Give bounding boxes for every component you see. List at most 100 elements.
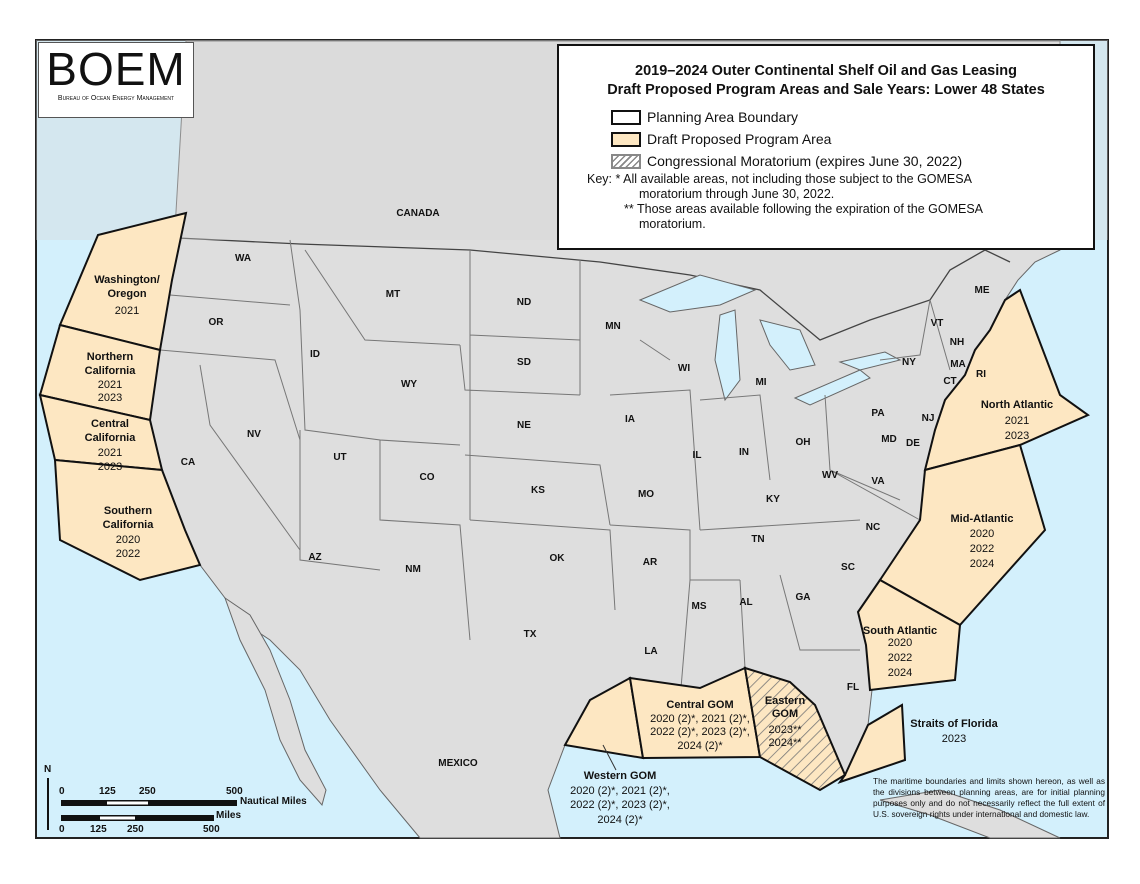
state-label-nv: NV bbox=[247, 429, 261, 440]
nautical-tick: 125 bbox=[99, 786, 116, 797]
miles-tick: 500 bbox=[203, 824, 220, 835]
legend-title: 2019–2024 Outer Continental Shelf Oil an… bbox=[635, 63, 1017, 79]
egom-name: Eastern bbox=[765, 695, 806, 707]
matl-name: Mid-Atlantic bbox=[951, 513, 1014, 525]
wgom-line: 2024 (2)* bbox=[597, 814, 643, 826]
state-label-tx: TX bbox=[524, 629, 537, 640]
satl-year: 2020 bbox=[888, 637, 912, 649]
nautical-tick: 250 bbox=[139, 786, 156, 797]
north-label: N bbox=[44, 764, 52, 775]
legend-label: Congressional Moratorium (expires June 3… bbox=[647, 153, 963, 169]
state-label-md: MD bbox=[881, 434, 897, 445]
nautical-label: Nautical Miles bbox=[240, 796, 307, 807]
state-label-ia: IA bbox=[625, 414, 635, 425]
state-label-ne: NE bbox=[517, 420, 531, 431]
satl-year: 2022 bbox=[888, 652, 912, 664]
scale-bar bbox=[47, 778, 237, 830]
area-eastern-gom bbox=[743, 666, 847, 792]
state-label-tn: TN bbox=[751, 534, 764, 545]
nautical-tick: 500 bbox=[226, 786, 243, 797]
wgom-line: 2022 (2)*, 2023 (2)*, bbox=[570, 799, 670, 811]
miles-tick: 0 bbox=[59, 824, 65, 835]
miles-tick: 250 bbox=[127, 824, 144, 835]
state-label-wa: WA bbox=[235, 253, 251, 264]
state-label-in: IN bbox=[739, 447, 749, 458]
state-label-nh: NH bbox=[950, 337, 964, 348]
state-label-or: OR bbox=[209, 317, 225, 328]
western-gom-leader bbox=[602, 744, 617, 771]
cgom-line: 2020 (2)*, 2021 (2)*, bbox=[650, 713, 750, 725]
state-label-nm: NM bbox=[405, 564, 421, 575]
moratorium-swatch bbox=[611, 153, 641, 169]
legend-label: Planning Area Boundary bbox=[647, 109, 798, 125]
matl-year: 2022 bbox=[970, 543, 994, 555]
state-label-nc: NC bbox=[866, 522, 880, 533]
state-label-oh: OH bbox=[796, 437, 811, 448]
key-line: Key: * All available areas, not includin… bbox=[587, 172, 972, 186]
state-label-co: CO bbox=[420, 472, 435, 483]
straits-year: 2023 bbox=[942, 733, 966, 745]
straits-name: Straits of Florida bbox=[910, 718, 998, 730]
ccal-name2: California bbox=[85, 432, 137, 444]
area-labels: Washington/ Oregon 2021 Northern Califor… bbox=[85, 274, 1054, 826]
state-label-ny: NY bbox=[902, 357, 916, 368]
wa-or-year: 2021 bbox=[115, 305, 139, 317]
legend-item-program-area: Draft Proposed Program Area bbox=[611, 128, 1093, 150]
state-label-de: DE bbox=[906, 438, 920, 449]
state-label-id: ID bbox=[310, 349, 320, 360]
area-straits-of-florida bbox=[837, 703, 907, 784]
logo-subtitle: Bureau of Ocean Energy Management bbox=[57, 95, 175, 102]
cgom-name: Central GOM bbox=[666, 699, 733, 711]
state-label-fl: FL bbox=[847, 682, 859, 693]
miles-label: Miles bbox=[216, 810, 242, 821]
state-label-ri: RI bbox=[976, 369, 986, 380]
state-label-sd: SD bbox=[517, 357, 531, 368]
state-label-nd: ND bbox=[517, 297, 531, 308]
area-south-atlantic bbox=[856, 578, 962, 692]
natl-year: 2021 bbox=[1005, 415, 1029, 427]
ncal-name2: California bbox=[85, 365, 137, 377]
ncal-year: 2021 bbox=[98, 379, 122, 391]
nautical-scale-bar bbox=[61, 800, 237, 806]
ncal-name: Northern bbox=[87, 351, 134, 363]
ccal-year: 2023 bbox=[98, 461, 122, 473]
state-label-il: IL bbox=[693, 450, 702, 461]
boem-logo: BOEM Bureau of Ocean Energy Management bbox=[38, 42, 194, 118]
legend-item-boundary: Planning Area Boundary bbox=[611, 106, 1093, 128]
state-label-ar: AR bbox=[643, 557, 658, 568]
state-label-mt: MT bbox=[386, 289, 400, 300]
key-line: ** Those areas available following the e… bbox=[624, 202, 983, 216]
legend-label: Draft Proposed Program Area bbox=[647, 131, 832, 147]
wa-or-name: Washington/ bbox=[94, 274, 160, 286]
label-mexico: MEXICO bbox=[438, 758, 478, 769]
state-label-nj: NJ bbox=[922, 413, 935, 424]
legend-key: Key: * All available areas, not includin… bbox=[587, 172, 1093, 232]
state-label-ga: GA bbox=[796, 592, 811, 603]
satl-name: South Atlantic bbox=[863, 625, 937, 637]
egom-year: 2024** bbox=[768, 737, 802, 749]
key-line: moratorium through June 30, 2022. bbox=[639, 187, 835, 201]
state-label-wy: WY bbox=[401, 379, 417, 390]
us-canada-border bbox=[177, 237, 1011, 341]
lake-michigan bbox=[714, 309, 741, 402]
lake-erie bbox=[793, 369, 871, 406]
scal-year: 2020 bbox=[116, 534, 140, 546]
state-label-ks: KS bbox=[531, 485, 545, 496]
state-label-ms: MS bbox=[692, 601, 707, 612]
state-label-mo: MO bbox=[638, 489, 654, 500]
legend: 2019–2024 Outer Continental Shelf Oil an… bbox=[557, 44, 1095, 250]
baja-peninsula bbox=[224, 596, 327, 807]
state-label-az: AZ bbox=[308, 552, 321, 563]
state-label-ut: UT bbox=[333, 452, 346, 463]
state-label-wv: WV bbox=[822, 470, 838, 481]
scal-name: Southern bbox=[104, 505, 153, 517]
state-label-ma: MA bbox=[950, 359, 966, 370]
key-line: moratorium. bbox=[639, 217, 706, 231]
area-southern-california bbox=[53, 458, 202, 582]
lake-ontario bbox=[838, 351, 902, 371]
state-label-va: VA bbox=[871, 476, 884, 487]
natl-year: 2023 bbox=[1005, 430, 1029, 442]
state-labels: WA OR CA ID NV MT WY UT AZ CO NM ND SD NE KS OK TX MN IA MO… bbox=[181, 253, 990, 693]
miles-scale-bar bbox=[61, 815, 214, 821]
state-label-mn: MN bbox=[605, 321, 621, 332]
